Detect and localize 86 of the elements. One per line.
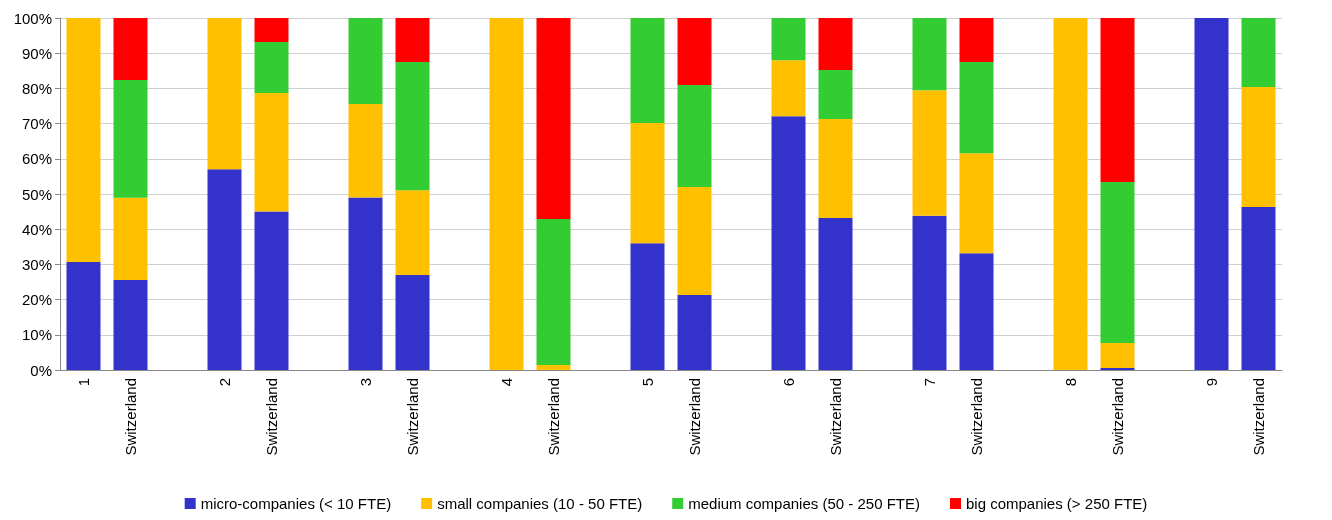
x-tick-label: Switzerland	[827, 378, 844, 456]
bar	[1100, 367, 1135, 370]
bar	[630, 243, 665, 370]
bar	[489, 18, 524, 370]
bar	[818, 119, 853, 218]
bar	[395, 190, 430, 275]
x-tick-label: Switzerland	[404, 378, 421, 456]
legend-label: medium companies (50 - 250 FTE)	[688, 495, 920, 512]
y-tick-label: 50%	[21, 185, 52, 203]
bar	[348, 197, 383, 370]
bar	[113, 279, 148, 370]
x-tick-label: Switzerland	[968, 378, 985, 456]
x-tick-label: 7	[921, 378, 938, 387]
bar	[1241, 86, 1276, 208]
x-tick-label: 1	[75, 378, 92, 387]
bar	[818, 18, 853, 71]
bar	[630, 18, 665, 123]
bar	[66, 18, 101, 262]
bar	[677, 84, 712, 187]
y-tick-label: 30%	[21, 255, 52, 273]
bar	[395, 18, 430, 62]
bar	[536, 218, 571, 366]
bar	[1241, 207, 1276, 370]
legend-label: small companies (10 - 50 FTE)	[437, 495, 643, 512]
bar	[771, 18, 806, 61]
bar	[912, 215, 947, 370]
bar	[959, 153, 994, 254]
x-tick-label: 4	[498, 378, 515, 387]
legend-label: big companies (> 250 FTE)	[965, 495, 1148, 512]
bar	[536, 18, 571, 219]
y-tick-label: 90%	[21, 44, 52, 62]
bar	[1053, 18, 1088, 370]
bar	[395, 62, 430, 191]
x-tick-label: 8	[1062, 378, 1079, 387]
x-tick-label: Switzerland	[1109, 378, 1126, 456]
bar	[395, 274, 430, 370]
bar	[771, 116, 806, 370]
x-tick-label: 6	[780, 378, 797, 387]
bar	[113, 18, 148, 80]
y-tick-label: 10%	[21, 326, 52, 344]
y-tick-label: 70%	[21, 115, 52, 133]
bar	[348, 18, 383, 104]
y-tick-label: 100%	[13, 9, 52, 27]
bar	[1241, 18, 1276, 87]
bar	[959, 62, 994, 154]
bar	[66, 261, 101, 370]
bar	[113, 79, 148, 198]
bar	[912, 18, 947, 91]
x-tick-label: 3	[357, 378, 374, 387]
y-tick-label: 20%	[21, 291, 52, 309]
bar	[959, 253, 994, 370]
bar	[113, 197, 148, 280]
x-tick-label: Switzerland	[263, 378, 280, 456]
bar	[818, 217, 853, 370]
bar	[254, 41, 289, 93]
bar	[254, 92, 289, 212]
x-tick-label: 9	[1203, 378, 1220, 387]
bar	[1100, 342, 1135, 368]
y-tick-label: 80%	[21, 79, 52, 97]
x-tick-label: 5	[639, 378, 656, 387]
x-tick-label: Switzerland	[122, 378, 139, 456]
bar	[1100, 18, 1135, 183]
x-tick-label: Switzerland	[1250, 378, 1267, 456]
bar	[677, 295, 712, 370]
legend-label: micro-companies (< 10 FTE)	[200, 495, 392, 512]
x-tick-label: Switzerland	[686, 378, 703, 456]
bar	[677, 186, 712, 296]
bar	[207, 18, 242, 170]
bar	[959, 18, 994, 62]
y-tick-label: 60%	[21, 150, 52, 168]
bar	[630, 122, 665, 244]
bar	[536, 365, 571, 370]
bar	[677, 18, 712, 85]
bar	[254, 211, 289, 370]
bar	[348, 103, 383, 198]
y-tick-label: 0%	[30, 361, 52, 379]
bar	[818, 70, 853, 120]
bar	[207, 169, 242, 370]
bar	[1100, 182, 1135, 343]
bar	[254, 18, 289, 42]
x-tick-label: 2	[216, 378, 233, 387]
bar	[1194, 18, 1229, 370]
bar	[771, 60, 806, 117]
x-tick-label: Switzerland	[545, 378, 562, 456]
bar	[912, 90, 947, 216]
y-tick-label: 40%	[21, 220, 52, 238]
